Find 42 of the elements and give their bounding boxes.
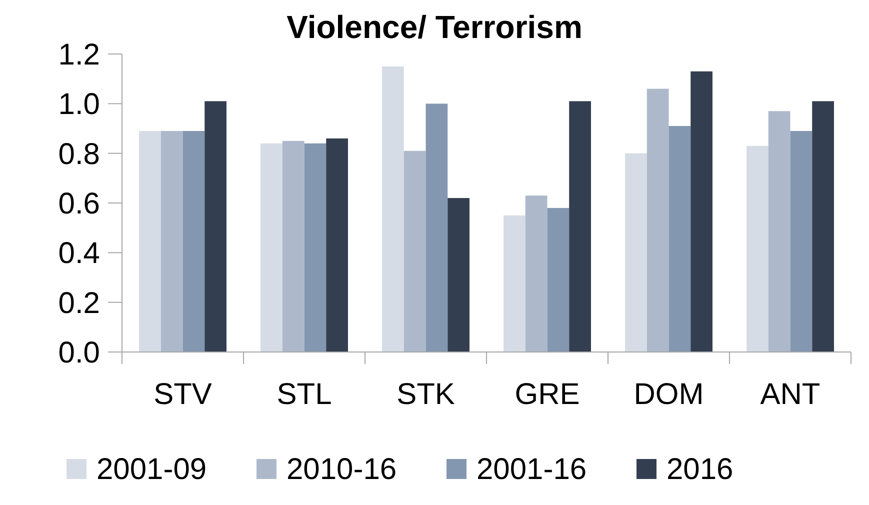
y-tick-label: 0.6 — [58, 188, 100, 220]
bar — [426, 104, 448, 352]
bar — [404, 150, 426, 352]
legend-label: 2001-16 — [476, 453, 587, 486]
bar — [182, 130, 205, 352]
legend-label: 2016 — [666, 453, 734, 486]
bar — [326, 138, 348, 352]
y-tick-label: 0.8 — [58, 138, 100, 171]
bar — [569, 101, 591, 352]
x-tick-label: GRE — [514, 378, 580, 411]
y-tick-label: 0.4 — [58, 237, 100, 270]
bar — [790, 130, 812, 352]
bar — [768, 111, 790, 352]
bar — [304, 143, 326, 352]
legend-label: 2010-16 — [286, 453, 397, 486]
x-tick-label: STK — [396, 378, 455, 411]
bar — [504, 215, 526, 352]
bar — [625, 153, 647, 352]
x-tick-label: ANT — [760, 378, 820, 411]
legend-label: 2001-09 — [96, 453, 207, 486]
bar — [139, 130, 161, 352]
y-tick-label: 0.2 — [58, 286, 100, 320]
bar — [282, 140, 304, 352]
bar — [690, 71, 712, 352]
bar — [204, 101, 226, 352]
y-tick-label: 0.0 — [58, 336, 100, 370]
x-tick-label: STL — [276, 378, 332, 411]
x-tick-label: STV — [154, 378, 212, 411]
bar — [260, 143, 282, 352]
chart-title: Violence/ Terrorism — [286, 9, 582, 45]
bar — [525, 196, 548, 352]
bar — [812, 101, 834, 352]
bar — [547, 208, 570, 352]
y-tick-label: 1.2 — [58, 38, 100, 72]
bar — [646, 88, 669, 352]
bar — [746, 146, 768, 352]
x-tick-label: DOM — [634, 378, 704, 411]
bar — [160, 130, 183, 352]
bar — [448, 198, 470, 352]
bar — [668, 126, 691, 352]
y-tick-label: 1.0 — [58, 88, 100, 122]
bar — [382, 66, 404, 352]
